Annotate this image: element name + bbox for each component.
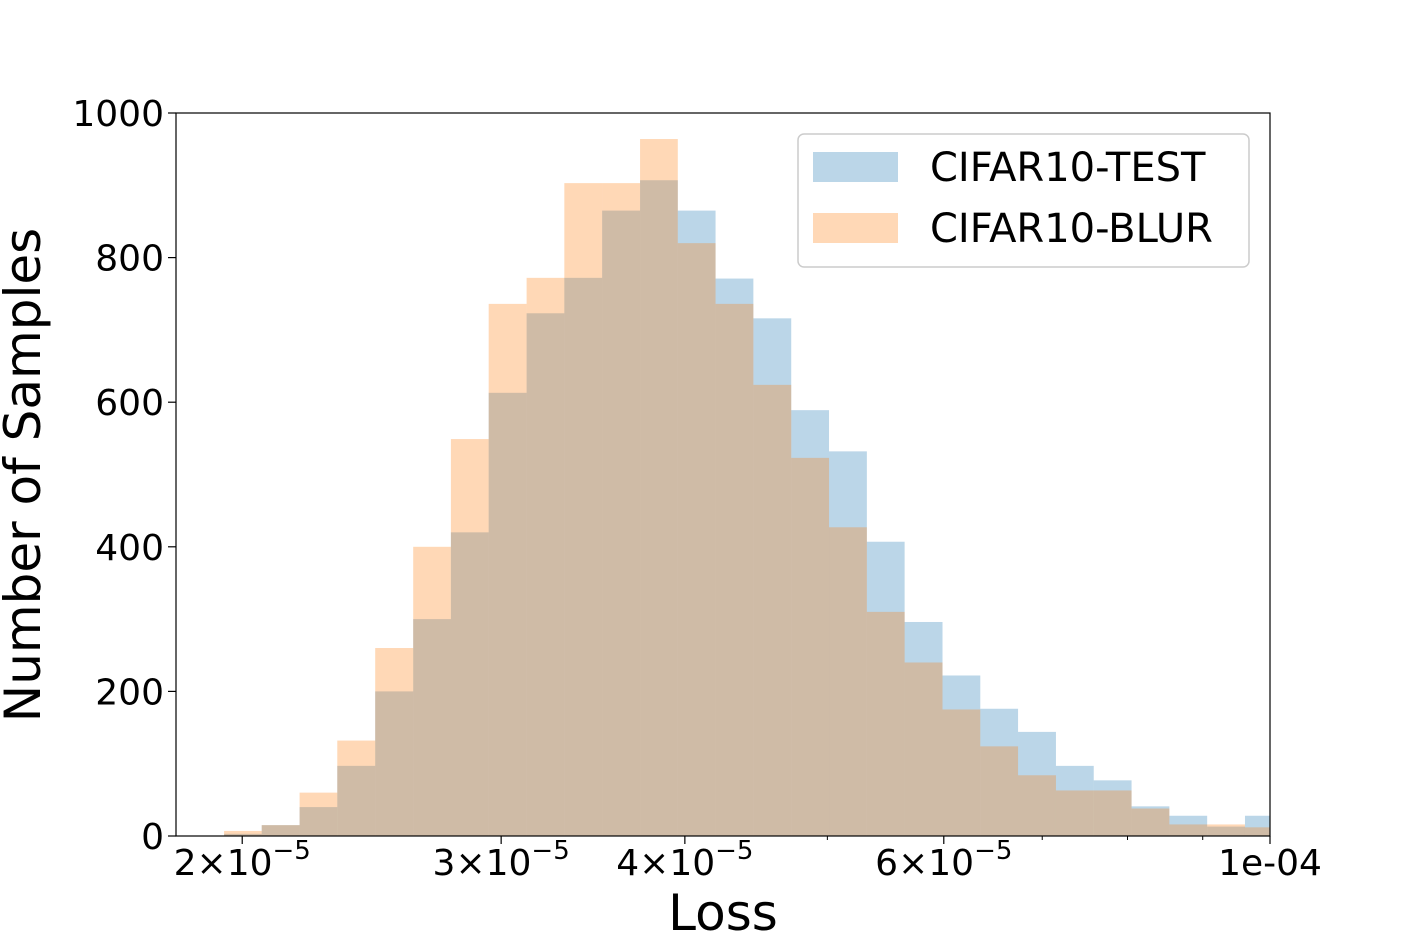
bar-cifar10-test-9 bbox=[564, 277, 603, 836]
x-axis-title: Loss bbox=[668, 884, 778, 939]
x-axis-minor-ticks bbox=[826, 836, 1204, 840]
series-cifar10-blur-bars bbox=[224, 139, 1270, 837]
x-tick-label: 4×10−5 bbox=[616, 836, 753, 884]
bar-cifar10-blur-1 bbox=[261, 825, 300, 836]
x-axis-ticks: 2×10−5 3×10−5 4×10−5 6×10−5 1e-04 bbox=[174, 836, 1322, 884]
series-cifar10-test-bars bbox=[224, 180, 1270, 837]
bar-cifar10-test-0 bbox=[224, 833, 262, 836]
bar-cifar10-test-18 bbox=[904, 621, 943, 836]
bar-cifar10-blur-8 bbox=[526, 277, 565, 836]
bar-cifar10-test-8 bbox=[526, 313, 565, 836]
bar-cifar10-blur-9 bbox=[564, 183, 603, 837]
bar-cifar10-blur-19 bbox=[942, 709, 981, 836]
bar-cifar10-blur-14 bbox=[753, 384, 792, 836]
bar-cifar10-blur-3 bbox=[337, 740, 376, 836]
bar-cifar10-blur-26 bbox=[1207, 824, 1245, 836]
bar-cifar10-blur-7 bbox=[488, 303, 527, 836]
bar-cifar10-blur-4 bbox=[375, 648, 414, 836]
legend-swatch-cifar10-test bbox=[813, 152, 898, 182]
bar-cifar10-blur-24 bbox=[1131, 808, 1170, 836]
bar-cifar10-blur-10 bbox=[602, 183, 641, 837]
plot-area-frame bbox=[175, 112, 1271, 837]
y-tick-label: 800 bbox=[95, 239, 164, 280]
bar-cifar10-test-15 bbox=[791, 410, 830, 836]
bar-cifar10-test-27 bbox=[1244, 815, 1270, 836]
bar-cifar10-blur-20 bbox=[980, 746, 1019, 836]
bar-cifar10-blur-0 bbox=[224, 830, 262, 836]
bar-cifar10-test-26 bbox=[1207, 826, 1245, 836]
bar-cifar10-blur-5 bbox=[413, 546, 451, 836]
bar-cifar10-blur-16 bbox=[829, 527, 867, 836]
bar-cifar10-blur-6 bbox=[450, 439, 489, 836]
bar-cifar10-test-11 bbox=[640, 180, 678, 836]
bar-cifar10-blur-18 bbox=[904, 662, 943, 836]
bar-cifar10-test-19 bbox=[942, 675, 981, 836]
bar-cifar10-test-25 bbox=[1169, 815, 1208, 836]
bar-cifar10-blur-23 bbox=[1093, 790, 1132, 836]
y-axis-ticks: 0 200 400 600 800 1000 bbox=[72, 94, 176, 858]
y-tick-label: 1000 bbox=[72, 94, 164, 135]
bar-cifar10-test-6 bbox=[450, 532, 489, 836]
y-tick-label: 200 bbox=[95, 672, 164, 713]
bar-cifar10-blur-12 bbox=[677, 243, 716, 836]
bar-cifar10-test-22 bbox=[1055, 765, 1094, 836]
bar-cifar10-test-16 bbox=[829, 451, 867, 836]
bar-cifar10-test-4 bbox=[375, 691, 414, 836]
bar-cifar10-blur-2 bbox=[299, 792, 338, 836]
bar-cifar10-test-17 bbox=[866, 541, 905, 836]
bar-cifar10-test-7 bbox=[488, 392, 527, 836]
bar-cifar10-test-10 bbox=[602, 210, 641, 837]
bar-cifar10-test-13 bbox=[715, 278, 754, 836]
bar-cifar10-blur-15 bbox=[791, 457, 830, 836]
bar-cifar10-test-21 bbox=[1018, 731, 1056, 836]
y-tick-label: 400 bbox=[95, 528, 164, 569]
x-tick-label: 3×10−5 bbox=[433, 836, 570, 884]
bar-cifar10-test-23 bbox=[1093, 780, 1132, 836]
bar-cifar10-test-14 bbox=[753, 318, 792, 836]
x-tick-label: 6×10−5 bbox=[875, 836, 1012, 884]
bar-cifar10-test-5 bbox=[413, 619, 451, 836]
bar-cifar10-blur-27 bbox=[1244, 827, 1270, 836]
bar-cifar10-test-1 bbox=[261, 825, 300, 836]
bar-cifar10-blur-13 bbox=[715, 303, 754, 836]
legend-box bbox=[797, 133, 1250, 268]
bar-cifar10-test-12 bbox=[677, 210, 716, 837]
y-tick-label: 0 bbox=[141, 817, 164, 858]
legend: CIFAR10-TEST CIFAR10-BLUR bbox=[797, 133, 1250, 268]
y-tick-label: 600 bbox=[95, 383, 164, 424]
legend-label-cifar10-test: CIFAR10-TEST bbox=[930, 145, 1206, 191]
bar-cifar10-blur-17 bbox=[866, 611, 905, 836]
bar-cifar10-test-24 bbox=[1131, 806, 1170, 836]
x-tick-label: 2×10−5 bbox=[174, 836, 311, 884]
bar-cifar10-test-20 bbox=[980, 708, 1019, 836]
legend-swatch-cifar10-blur bbox=[813, 213, 898, 243]
bar-cifar10-blur-22 bbox=[1055, 790, 1094, 836]
y-axis-title: Number of Samples bbox=[0, 228, 52, 722]
bar-cifar10-blur-25 bbox=[1169, 824, 1208, 836]
legend-label-cifar10-blur: CIFAR10-BLUR bbox=[930, 206, 1213, 252]
bar-cifar10-blur-11 bbox=[640, 139, 678, 836]
x-tick-label: 1e-04 bbox=[1218, 843, 1322, 884]
bar-cifar10-test-3 bbox=[337, 765, 376, 836]
bar-cifar10-test-2 bbox=[299, 807, 338, 836]
bar-cifar10-blur-21 bbox=[1018, 775, 1056, 836]
